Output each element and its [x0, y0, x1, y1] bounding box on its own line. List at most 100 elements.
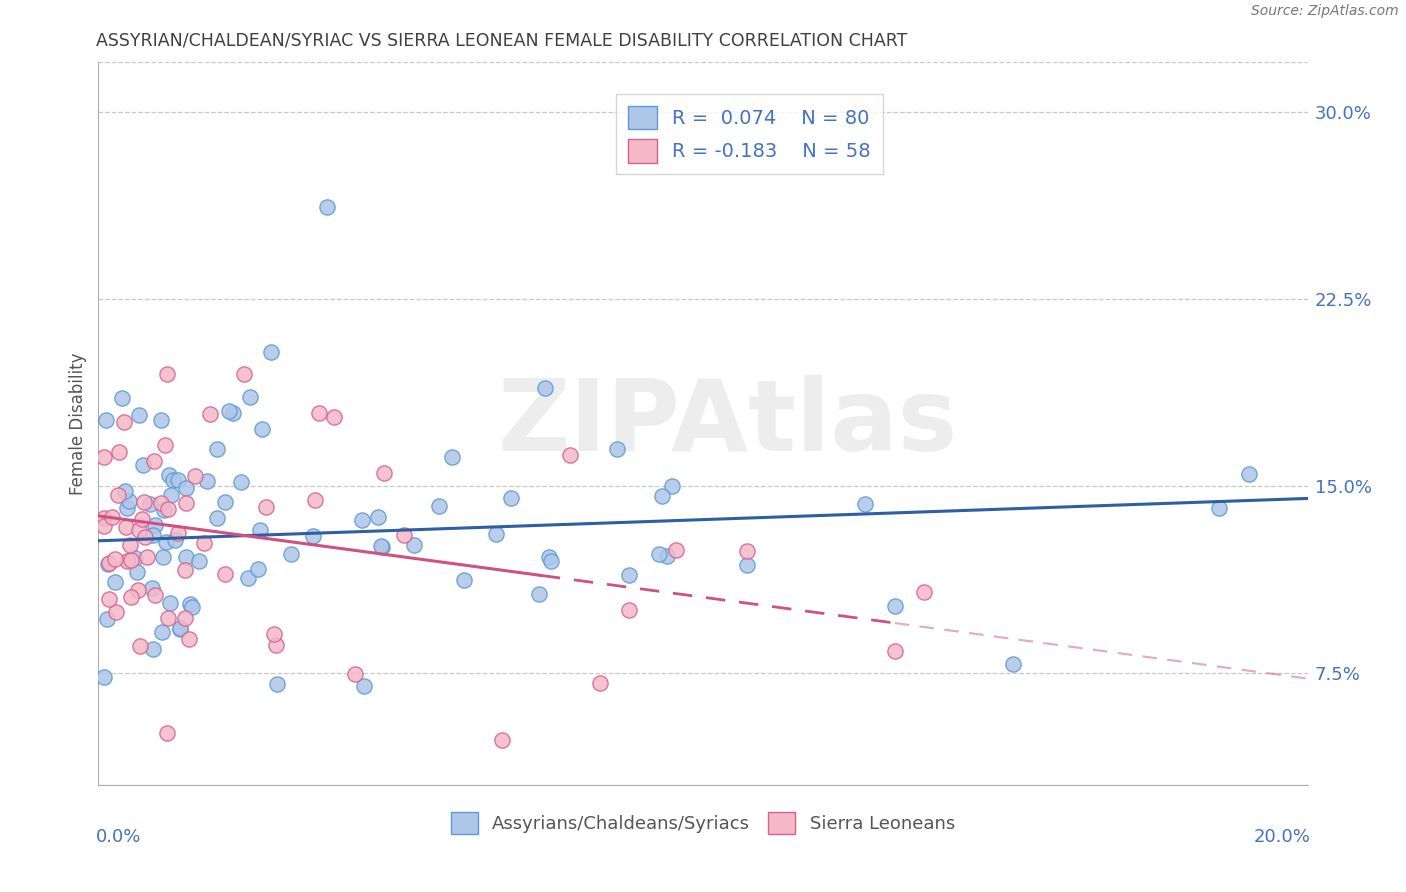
Point [135, 549, 157, 564]
Point [143, 588, 166, 602]
Point [162, 474, 184, 488]
Point [142, 642, 165, 657]
Point [392, 528, 415, 542]
Point [160, 488, 183, 502]
Point [150, 625, 173, 640]
Point [344, 667, 367, 681]
Point [134, 531, 156, 545]
Point [104, 552, 127, 566]
Text: ZIPAtlas: ZIPAtlas [498, 376, 957, 472]
Point [853, 497, 876, 511]
Point [200, 407, 222, 421]
Point [131, 512, 153, 526]
Point [648, 547, 671, 561]
Point [260, 344, 283, 359]
Point [174, 482, 197, 496]
Point [167, 473, 190, 487]
Point [373, 466, 395, 480]
Point [143, 518, 166, 533]
Point [323, 410, 346, 425]
Point [606, 442, 628, 456]
Point [246, 562, 269, 576]
Point [427, 500, 450, 514]
Point [155, 438, 177, 452]
Point [735, 544, 758, 558]
Point [264, 638, 287, 652]
Point [166, 526, 188, 541]
Point [205, 442, 228, 456]
Point [96, 413, 118, 427]
Point [485, 527, 508, 541]
Point [195, 474, 218, 488]
Point [249, 524, 271, 538]
Point [316, 200, 339, 214]
Point [534, 381, 557, 395]
Point [657, 549, 679, 563]
Point [139, 497, 162, 511]
Point [107, 487, 129, 501]
Point [152, 549, 174, 564]
Point [540, 554, 562, 568]
Point [1208, 500, 1230, 515]
Point [120, 591, 142, 605]
Point [179, 632, 201, 646]
Point [97, 592, 120, 607]
Point [527, 587, 550, 601]
Point [104, 574, 127, 589]
Text: ASSYRIAN/CHALDEAN/SYRIAC VS SIERRA LEONEAN FEMALE DISABILITY CORRELATION CHART: ASSYRIAN/CHALDEAN/SYRIAC VS SIERRA LEONE… [96, 31, 907, 49]
Text: Source: ZipAtlas.com: Source: ZipAtlas.com [1251, 4, 1399, 19]
Point [108, 445, 131, 459]
Point [141, 581, 163, 595]
Y-axis label: Female Disability: Female Disability [69, 352, 87, 495]
Point [93, 450, 115, 464]
Point [883, 644, 905, 658]
Point [132, 458, 155, 472]
Point [101, 510, 124, 524]
Point [184, 469, 207, 483]
Point [254, 500, 277, 514]
Point [218, 404, 240, 418]
Point [250, 422, 273, 436]
Point [214, 494, 236, 508]
Point [156, 502, 179, 516]
Point [96, 612, 118, 626]
Point [266, 677, 288, 691]
Point [453, 573, 475, 587]
Point [156, 367, 179, 381]
Point [231, 475, 253, 489]
Point [120, 553, 142, 567]
Point [93, 519, 115, 533]
Point [912, 585, 935, 599]
Point [205, 511, 228, 525]
Point [114, 483, 136, 498]
Point [174, 550, 197, 565]
Point [163, 533, 186, 547]
Point [353, 679, 375, 693]
Point [1001, 657, 1024, 672]
Point [491, 733, 513, 747]
Point [173, 563, 195, 577]
Point [93, 510, 115, 524]
Point [308, 406, 330, 420]
Point [501, 491, 523, 505]
Point [104, 605, 127, 619]
Point [114, 520, 136, 534]
Point [537, 550, 560, 565]
Point [371, 540, 394, 554]
Point [169, 621, 191, 635]
Point [112, 415, 135, 429]
Point [352, 513, 374, 527]
Point [302, 528, 325, 542]
Point [187, 553, 209, 567]
Point [97, 558, 120, 572]
Point [157, 468, 180, 483]
Point [111, 391, 134, 405]
Point [233, 367, 256, 381]
Point [214, 566, 236, 581]
Point [128, 408, 150, 422]
Point [142, 528, 165, 542]
Point [127, 582, 149, 597]
Point [118, 538, 141, 552]
Point [115, 501, 138, 516]
Point [159, 596, 181, 610]
